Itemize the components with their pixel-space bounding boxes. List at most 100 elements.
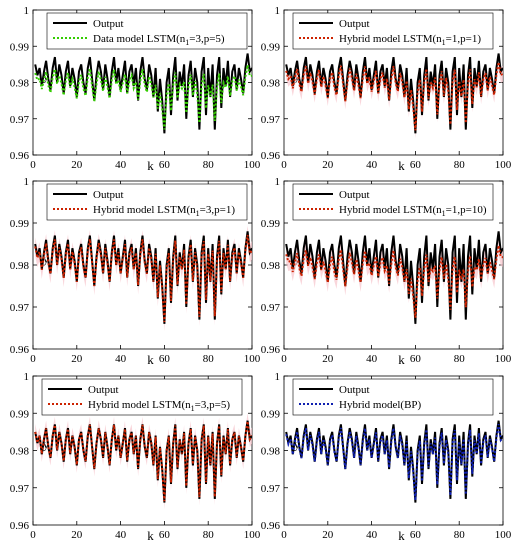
x-tick-label: 20 — [71, 529, 83, 541]
y-tick-label: 0.97 — [10, 483, 30, 495]
x-tick-label: 60 — [159, 529, 171, 541]
legend-label: Hybrid model LSTM(n1=1,p=1) — [339, 33, 481, 47]
x-tick-label: 100 — [495, 353, 512, 365]
chart-panel-4: 0.960.970.980.991020406080100kyOutputHyb… — [261, 176, 512, 367]
x-axis-label: k — [147, 352, 154, 367]
x-tick-label: 60 — [410, 353, 422, 365]
legend-label: Output — [93, 189, 124, 201]
x-tick-label: 80 — [454, 159, 466, 171]
y-tick-label: 0.98 — [10, 78, 30, 90]
y-axis-label: y — [43, 69, 50, 84]
x-axis-label: k — [398, 528, 405, 543]
legend-label: Hybrid model(BP) — [339, 399, 422, 411]
x-tick-label: 0 — [30, 159, 36, 171]
chart-panel-2: 0.960.970.980.991020406080100kyOutputHyb… — [261, 5, 512, 173]
series-line-model — [34, 421, 252, 502]
x-tick-label: 100 — [495, 529, 512, 541]
x-tick-label: 0 — [281, 159, 287, 171]
legend: Output Data model LSTM(n1=3,p=5) — [46, 12, 248, 50]
plot-area — [34, 413, 252, 510]
x-axis-label: k — [147, 528, 154, 543]
x-axis-label: k — [147, 158, 154, 173]
y-tick-label: 1 — [24, 371, 30, 383]
series-line-output — [34, 231, 252, 324]
plot-area — [285, 53, 503, 139]
plot-area — [34, 53, 252, 134]
plot-area — [285, 231, 503, 327]
legend-label: Output — [88, 384, 119, 396]
plot-area — [34, 225, 252, 332]
legend-box — [46, 12, 248, 50]
y-tick-label: 0.96 — [10, 344, 30, 356]
y-tick-label: 0.99 — [261, 41, 281, 53]
x-tick-label: 0 — [281, 529, 287, 541]
x-axis-label: k — [398, 158, 405, 173]
x-tick-label: 60 — [410, 159, 422, 171]
y-axis-label: y — [43, 251, 50, 266]
legend: Output Hybrid model LSTM(n1=3,p=1) — [46, 183, 248, 221]
x-tick-label: 40 — [115, 159, 127, 171]
x-tick-label: 20 — [322, 159, 334, 171]
y-tick-label: 0.99 — [10, 408, 30, 420]
y-tick-label: 0.98 — [10, 446, 30, 458]
y-tick-label: 0.97 — [10, 302, 30, 314]
y-tick-label: 0.98 — [10, 260, 30, 272]
chart-panel-1: 0.96 0.97 0.98 0.99 1 0 20 40 60 80 100 k y Output Dat… — [10, 5, 261, 173]
y-tick-label: 0.99 — [10, 218, 30, 230]
x-tick-label: 40 — [115, 353, 127, 365]
y-axis-label: y — [43, 437, 50, 452]
legend-label: Output — [339, 189, 370, 201]
legend-label: Data model LSTM(n1=3,p=5) — [93, 33, 225, 47]
x-tick-label: 80 — [454, 353, 466, 365]
x-tick-label: 20 — [71, 159, 83, 171]
chart-panel-6: 0.96 0.97 0.98 0.99 1 0 20 40 60 80 100 k y Output Hyb… — [261, 371, 512, 543]
legend: Output Hybrid model LSTM(n1=1,p=1) — [292, 12, 494, 50]
legend-label: Output — [93, 18, 124, 30]
plot-area — [285, 420, 503, 503]
x-tick-label: 40 — [366, 353, 378, 365]
legend-box — [292, 378, 494, 416]
y-tick-label: 0.96 — [10, 520, 30, 532]
series-line-model — [285, 424, 503, 501]
y-tick-label: 1 — [24, 5, 30, 17]
x-axis-label: k — [398, 352, 405, 367]
y-tick-label: 1 — [275, 5, 281, 17]
y-tick-label: 1 — [275, 371, 281, 383]
legend: Output Hybrid model LSTM(n1=3,p=5) — [41, 378, 243, 416]
y-tick-label: 0.96 — [261, 150, 281, 162]
x-tick-label: 80 — [203, 529, 215, 541]
y-tick-label: 1 — [24, 176, 30, 188]
x-tick-label: 20 — [71, 353, 83, 365]
y-tick-label: 0.98 — [261, 446, 281, 458]
x-tick-label: 80 — [203, 353, 215, 365]
legend-label: Hybrid model LSTM(n1=3,p=1) — [93, 204, 235, 218]
series-line-output — [34, 53, 252, 134]
series-line-model — [285, 245, 503, 318]
legend-box — [41, 378, 243, 416]
x-tick-label: 100 — [244, 529, 261, 541]
y-axis-label: y — [294, 437, 301, 452]
x-tick-label: 0 — [30, 353, 36, 365]
x-tick-label: 0 — [30, 529, 36, 541]
x-tick-label: 40 — [366, 159, 378, 171]
x-tick-label: 80 — [203, 159, 215, 171]
y-tick-label: 0.98 — [261, 78, 281, 90]
y-tick-label: 0.96 — [261, 344, 281, 356]
legend-box — [292, 12, 494, 50]
x-tick-label: 60 — [410, 529, 422, 541]
series-line-model — [34, 64, 252, 130]
y-tick-label: 0.97 — [261, 483, 281, 495]
y-tick-label: 1 — [275, 176, 281, 188]
series-line-model — [285, 62, 503, 131]
series-line-model — [34, 234, 252, 323]
chart-panel-3: 0.96 0.97 0.98 0.99 1 0 20 40 60 80 100 k y Output Hyb… — [10, 176, 261, 367]
legend-label: Output — [339, 18, 370, 30]
confidence-band — [286, 236, 503, 327]
x-tick-label: 100 — [244, 353, 261, 365]
x-tick-label: 40 — [115, 529, 127, 541]
x-tick-label: 60 — [159, 159, 171, 171]
confidence-band — [286, 54, 503, 139]
x-tick-label: 100 — [244, 159, 261, 171]
y-tick-label: 0.99 — [261, 408, 281, 420]
